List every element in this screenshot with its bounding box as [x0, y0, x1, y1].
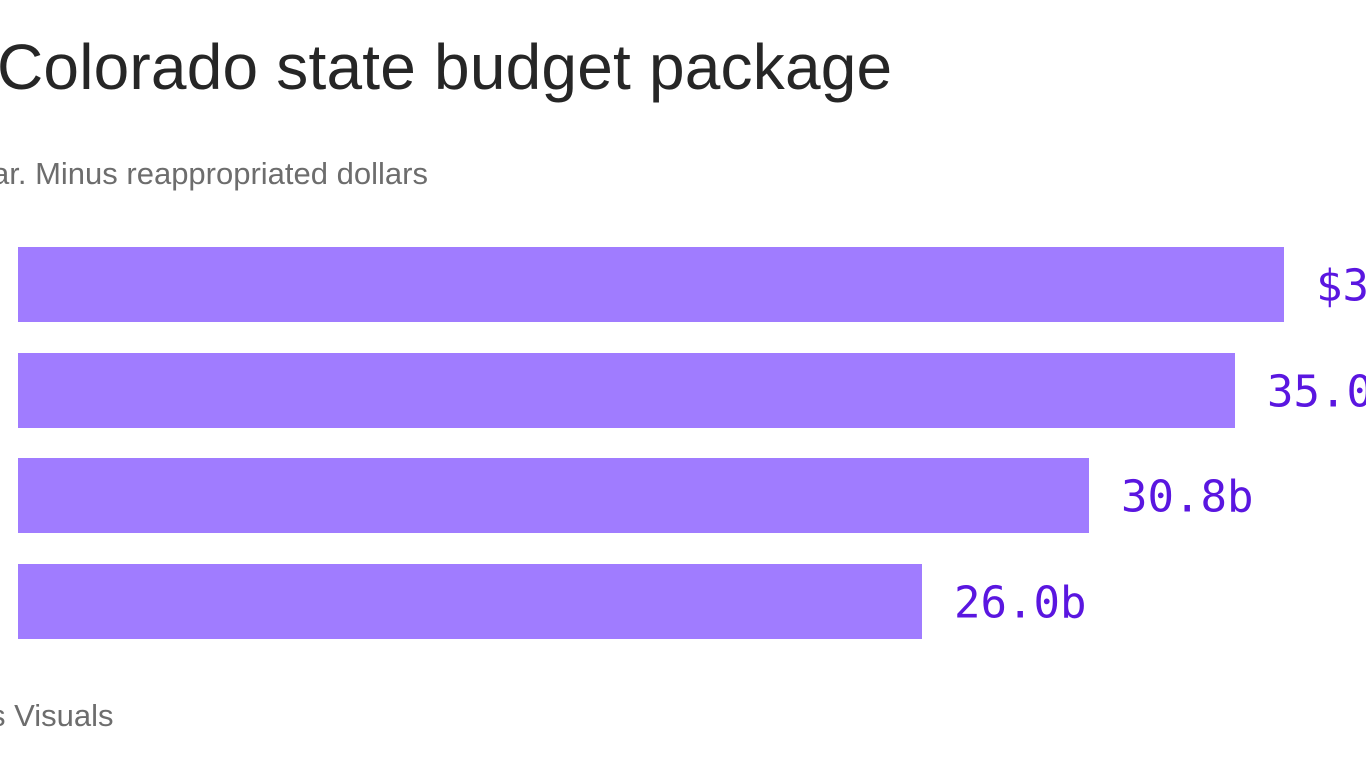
bar-value-label-3: 30.8b: [1121, 472, 1253, 523]
bar-2: [18, 353, 1235, 428]
bar-4: [18, 564, 922, 639]
chart-title: Colorado state budget package: [0, 31, 893, 103]
bar-value-label-2: 35.0: [1267, 367, 1366, 418]
bar-value-label-4: 26.0b: [954, 578, 1086, 629]
chart-subtitle: ar. Minus reappropriated dollars: [0, 156, 428, 191]
bar-1: [18, 247, 1284, 322]
chart-source: s Visuals: [0, 698, 114, 733]
bar-value-label-1: $3: [1316, 261, 1366, 312]
bar-3: [18, 458, 1089, 533]
